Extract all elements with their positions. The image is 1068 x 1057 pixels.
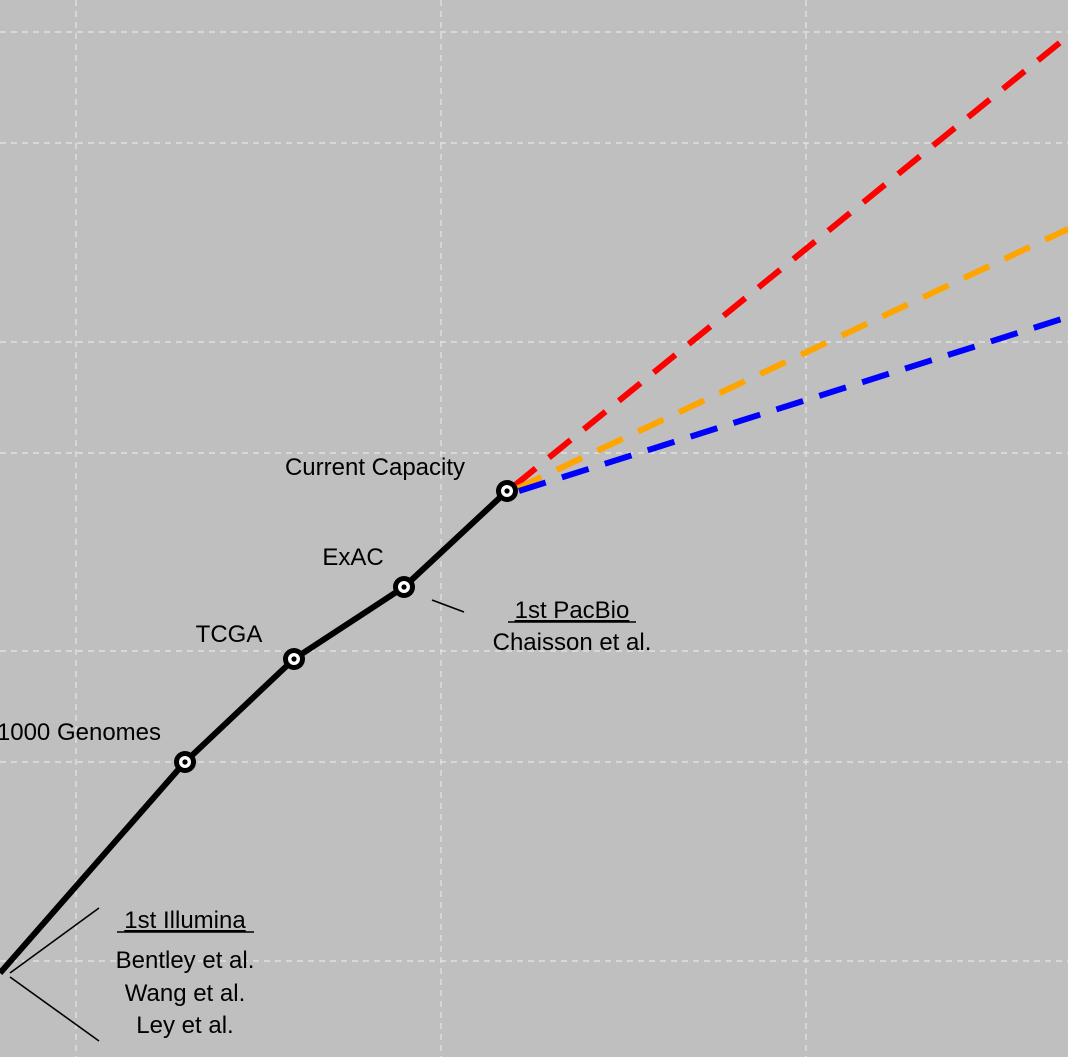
annotation-pacbio-heading: 1st PacBio <box>515 597 630 624</box>
projection-line-blue <box>518 314 1068 494</box>
annotation-illumina: 1st Illumina Bentley et al. Wang et al. … <box>116 907 255 1039</box>
callout-lines <box>9 599 465 1042</box>
callout-line-illumina-upper <box>9 907 100 974</box>
projection-lines <box>512 33 1068 494</box>
label-exac: ExAC <box>322 544 383 571</box>
label-1000-genomes: 1000 Genomes <box>0 719 161 746</box>
label-tcga: TCGA <box>196 621 263 648</box>
callout-line-illumina-lower <box>9 976 100 1042</box>
annotation-illumina-line-3: Ley et al. <box>136 1012 233 1039</box>
annotation-pacbio: 1st PacBio Chaisson et al. <box>493 597 652 656</box>
callout-line-pacbio <box>431 599 465 613</box>
point-labels: 1000 Genomes TCGA ExAC Current Capacity <box>0 454 465 746</box>
marker-tcga <box>283 648 305 670</box>
annotation-illumina-heading: 1st Illumina <box>124 907 246 934</box>
marker-current-capacity <box>496 480 518 502</box>
label-current-capacity: Current Capacity <box>285 454 465 481</box>
marker-exac <box>393 576 415 598</box>
projection-line-orange <box>514 226 1068 492</box>
annotation-illumina-line-1: Bentley et al. <box>116 947 255 974</box>
annotation-pacbio-line: Chaisson et al. <box>493 629 652 656</box>
annotation-illumina-line-2: Wang et al. <box>125 980 246 1007</box>
milestone-markers <box>174 480 518 773</box>
projection-line-red <box>512 33 1068 489</box>
marker-1000-genomes <box>174 751 196 773</box>
